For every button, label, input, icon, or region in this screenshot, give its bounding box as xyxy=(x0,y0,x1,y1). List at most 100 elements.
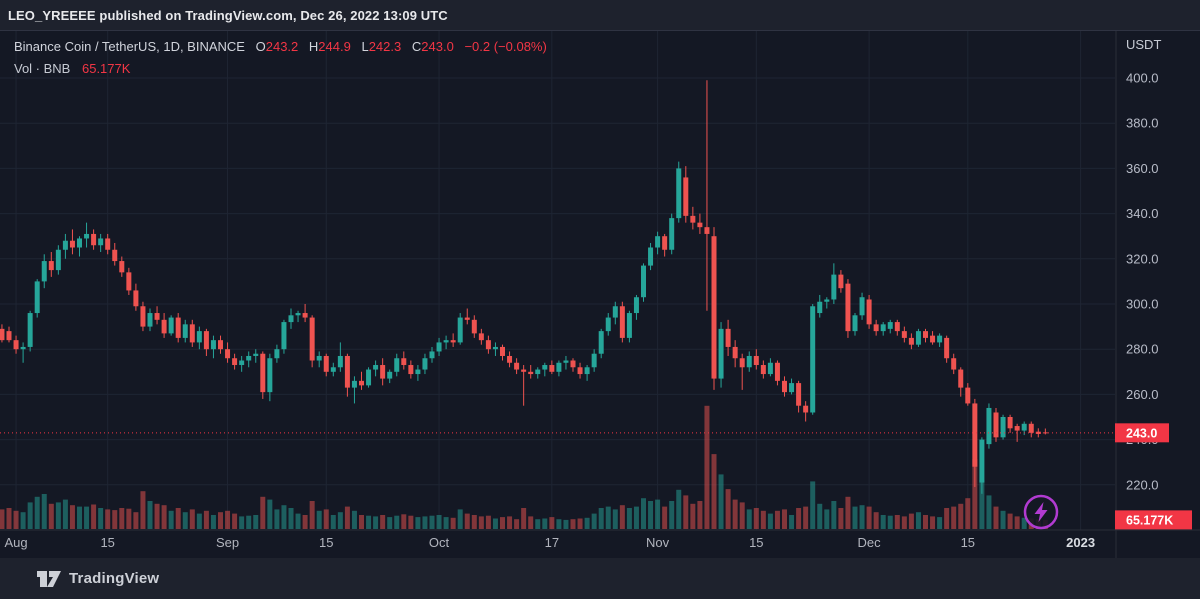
candle-body xyxy=(351,380,357,388)
volume-bar xyxy=(91,504,97,529)
volume-bar xyxy=(281,505,287,529)
candle-body xyxy=(683,177,689,216)
candle-body xyxy=(866,299,872,325)
candle-body xyxy=(337,355,343,368)
volume-bar xyxy=(182,512,188,529)
volume-bar xyxy=(732,499,738,529)
candle-body xyxy=(845,283,851,332)
time-tick-label: Dec xyxy=(858,535,882,550)
time-axis[interactable]: Aug 15 Sep 15 Oct 17 Nov 15 Dec 15 2023 xyxy=(4,535,1095,550)
candle-body xyxy=(344,355,350,388)
svg-text:65.177K: 65.177K xyxy=(1126,513,1173,527)
symbol-legend[interactable]: Binance Coin / TetherUS, 1D, BINANCE O24… xyxy=(14,39,547,54)
volume-bar xyxy=(619,505,625,529)
volume-bar xyxy=(676,489,682,529)
volume-bar xyxy=(535,519,541,529)
candle-body xyxy=(478,333,484,341)
volume-bar xyxy=(337,512,343,529)
volume-bar xyxy=(507,516,513,529)
candle-body xyxy=(133,290,139,307)
volume-bar xyxy=(274,509,280,529)
candle-body xyxy=(140,306,146,327)
candle-body xyxy=(584,367,590,375)
volume-bar xyxy=(478,516,484,529)
time-tick-label: 15 xyxy=(961,535,975,550)
ohlc-open-value: 243.2 xyxy=(265,39,299,54)
candle-body xyxy=(951,358,957,370)
time-tick-label: Oct xyxy=(429,535,450,550)
volume-value: 65.177K xyxy=(81,61,131,76)
candle-body xyxy=(330,367,336,372)
ohlc-low-value: 242.3 xyxy=(368,39,402,54)
grid-lines xyxy=(0,31,1115,530)
price-tick-label: 380.0 xyxy=(1126,116,1159,131)
candle-body xyxy=(937,335,943,343)
candle-body xyxy=(408,365,414,375)
candle-body xyxy=(633,297,639,314)
volume-bar xyxy=(13,510,19,529)
volume-bar xyxy=(1000,510,1006,529)
candle-body xyxy=(782,380,787,393)
candle-body xyxy=(464,317,470,320)
volume-bar xyxy=(288,508,294,529)
candle-body xyxy=(48,261,54,271)
candle-body xyxy=(1000,417,1006,438)
price-axis[interactable]: USDT 400.0 380.0 360.0 340.0 320.0 300.0 280.0 2… xyxy=(1126,37,1161,492)
volume-bar xyxy=(295,513,301,529)
candle-body xyxy=(112,249,118,262)
candle-body xyxy=(168,317,174,334)
volume-bar xyxy=(429,515,435,529)
volume-bar xyxy=(380,515,386,529)
time-tick-label: Aug xyxy=(4,535,27,550)
volume-bar xyxy=(591,513,597,529)
candle-body xyxy=(655,236,661,248)
candle-body xyxy=(577,367,583,375)
candle-body xyxy=(232,358,238,366)
volume-bar xyxy=(302,515,308,529)
ohlc-close-label: C xyxy=(411,39,422,54)
candle-body xyxy=(549,365,555,372)
volume-bar xyxy=(394,515,400,529)
volume-bar xyxy=(1021,517,1027,529)
boost-button[interactable] xyxy=(1023,494,1059,530)
candle-body xyxy=(648,247,654,266)
candle-body xyxy=(563,360,569,363)
volume-bar xyxy=(415,517,421,529)
volume-bar xyxy=(218,512,223,529)
symbol-title[interactable]: Binance Coin / TetherUS, 1D, BINANCE xyxy=(14,39,245,54)
candle-body xyxy=(915,331,921,345)
volume-bars xyxy=(0,405,1048,529)
volume-bar xyxy=(316,510,322,529)
volume-bar xyxy=(965,498,971,529)
time-tick-label: 15 xyxy=(319,535,333,550)
volume-bar xyxy=(154,503,160,529)
time-tick-label: Nov xyxy=(646,535,670,550)
candle-body xyxy=(500,346,505,356)
chart-panel[interactable]: USDT 400.0 380.0 360.0 340.0 320.0 300.0 280.0 2… xyxy=(0,31,1200,558)
volume-bar xyxy=(323,509,329,529)
candle-body xyxy=(422,358,428,370)
tradingview-logo-link[interactable]: TradingView xyxy=(36,568,159,590)
candle-body xyxy=(225,349,231,359)
candle-body xyxy=(119,261,125,273)
price-chart[interactable]: USDT 400.0 380.0 360.0 340.0 320.0 300.0 280.0 2… xyxy=(0,31,1200,558)
volume-bar xyxy=(500,517,505,529)
candle-body xyxy=(154,313,160,320)
candle-body xyxy=(697,222,703,228)
volume-bar xyxy=(570,519,576,529)
volume-bar xyxy=(563,519,569,529)
volume-bar xyxy=(669,501,675,529)
candle-body xyxy=(887,322,893,329)
candle-body xyxy=(704,227,710,234)
volume-bar xyxy=(48,503,54,529)
volume-bar xyxy=(739,502,745,529)
candle-body xyxy=(260,353,266,393)
volume-legend[interactable]: Vol · BNB 65.177K xyxy=(14,61,130,76)
volume-bar xyxy=(464,513,470,529)
volume-bar xyxy=(958,503,964,529)
candle-body xyxy=(1007,417,1013,429)
volume-bar xyxy=(767,513,773,529)
candle-body xyxy=(98,238,104,246)
volume-bar xyxy=(330,515,336,529)
volume-bar xyxy=(246,515,252,529)
